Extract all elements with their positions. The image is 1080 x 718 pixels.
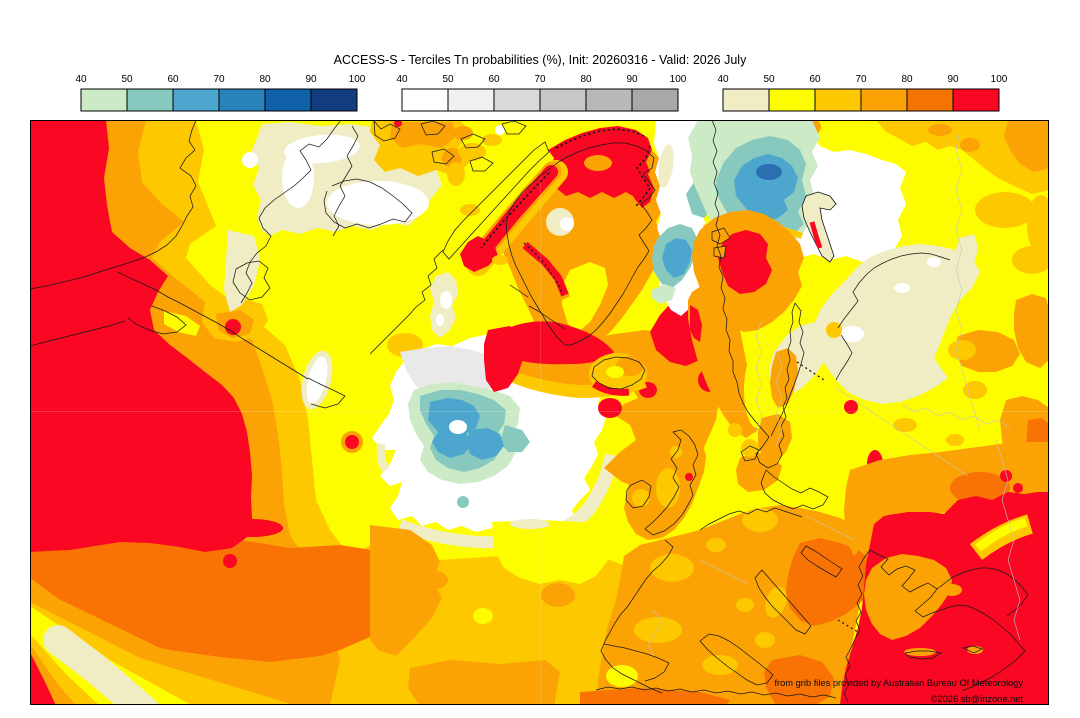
svg-text:ACCESS-S - Terciles Tn probabi: ACCESS-S - Terciles Tn probabilities (%)… — [334, 53, 747, 67]
svg-text:80: 80 — [901, 74, 913, 85]
svg-text:40: 40 — [75, 74, 87, 85]
svg-text:60: 60 — [488, 74, 500, 85]
svg-text:90: 90 — [626, 74, 638, 85]
svg-text:70: 70 — [855, 74, 867, 85]
svg-text:60: 60 — [167, 74, 179, 85]
svg-text:90: 90 — [947, 74, 959, 85]
svg-text:80: 80 — [580, 74, 592, 85]
svg-text:70: 70 — [213, 74, 225, 85]
svg-text:100: 100 — [991, 74, 1008, 85]
svg-text:60: 60 — [809, 74, 821, 85]
svg-text:40: 40 — [717, 74, 729, 85]
svg-text:50: 50 — [763, 74, 775, 85]
svg-text:from grib files provided by Au: from grib files provided by Australian B… — [774, 678, 1023, 688]
svg-text:40: 40 — [396, 74, 408, 85]
svg-text:100: 100 — [349, 74, 366, 85]
svg-text:100: 100 — [670, 74, 687, 85]
svg-text:50: 50 — [121, 74, 133, 85]
svg-text:90: 90 — [305, 74, 317, 85]
svg-text:80: 80 — [259, 74, 271, 85]
svg-text:©2026 sb@irizone.net: ©2026 sb@irizone.net — [931, 694, 1024, 704]
svg-text:70: 70 — [534, 74, 546, 85]
svg-text:50: 50 — [442, 74, 454, 85]
